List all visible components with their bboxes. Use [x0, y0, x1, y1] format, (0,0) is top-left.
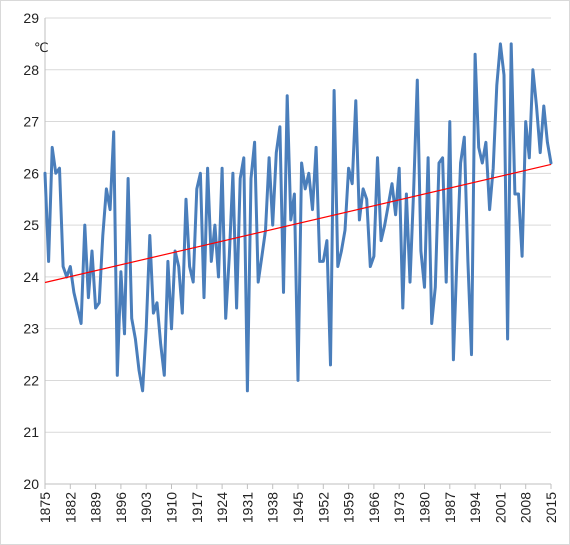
trend-line [44, 163, 552, 284]
x-tick-label: 1882 [62, 492, 78, 523]
y-tick-label: 25 [23, 217, 39, 233]
y-axis-unit-label: ℃ [34, 41, 49, 56]
x-tick-label: 1994 [467, 492, 483, 523]
x-tick-label: 1896 [113, 492, 129, 523]
x-tick-label: 1931 [239, 492, 255, 523]
y-tick-label: 21 [23, 424, 39, 440]
temperature-series [43, 42, 553, 393]
x-tick-label: 2008 [518, 492, 534, 523]
x-tick-labels: 1875 1882 1889 1896 1903 1910 1917 1924 1931 1938… [37, 484, 559, 523]
x-tick-label: 1875 [37, 492, 53, 523]
x-tick-label: 2001 [492, 492, 508, 523]
x-tick-label: 1938 [265, 492, 281, 523]
x-tick-label: 1889 [88, 492, 104, 523]
x-tick-label: 1987 [442, 492, 458, 523]
y-tick-labels: 20 21 22 23 24 25 26 27 28 29 [23, 10, 39, 492]
x-tick-label: 1966 [366, 492, 382, 523]
x-tick-label: 1924 [214, 492, 230, 523]
x-tick-label: 1910 [164, 492, 180, 523]
y-tick-label: 23 [23, 321, 39, 337]
x-tick-label: 1980 [417, 492, 433, 523]
x-tick-label: 1959 [341, 492, 357, 523]
x-tick-label: 1945 [290, 492, 306, 523]
x-tick-label: 1903 [138, 492, 154, 523]
y-tick-label: 24 [23, 269, 39, 285]
y-tick-label: 29 [23, 10, 39, 26]
x-tick-label: 1952 [315, 492, 331, 523]
y-tick-label: 27 [23, 114, 39, 130]
temperature-series-line [43, 42, 553, 393]
x-tick-label: 1917 [189, 492, 205, 523]
x-tick-label: 2015 [543, 492, 559, 523]
y-tick-label: 26 [23, 165, 39, 181]
y-tick-label: 28 [23, 62, 39, 78]
trend-line-group [44, 163, 552, 284]
y-tick-label: 22 [23, 372, 39, 388]
y-tick-label: 20 [23, 476, 39, 492]
x-tick-label: 1973 [391, 492, 407, 523]
